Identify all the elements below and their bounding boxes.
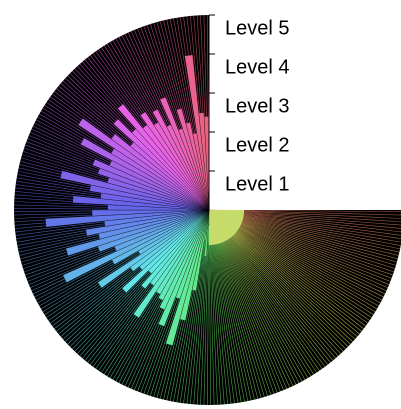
- bar: [165, 209, 210, 346]
- bar: [97, 209, 210, 289]
- guide-line: [206, 209, 210, 405]
- bar: [159, 96, 210, 211]
- bar: [152, 109, 210, 211]
- bar: [110, 133, 210, 211]
- bar: [45, 209, 210, 228]
- bar: [117, 103, 210, 211]
- bar: [176, 108, 210, 211]
- bar: [80, 137, 210, 211]
- bar: [158, 209, 210, 301]
- hub: [209, 210, 245, 246]
- bar: [140, 209, 210, 290]
- bar: [92, 159, 210, 211]
- tick-label: Level 5: [225, 17, 290, 39]
- bar: [91, 209, 210, 217]
- guide-line: [179, 209, 210, 403]
- tick-label: Level 3: [225, 95, 290, 117]
- guide-line: [183, 209, 210, 404]
- bar: [198, 112, 210, 211]
- bar: [184, 54, 210, 211]
- bar: [185, 122, 210, 211]
- bar: [158, 209, 210, 327]
- bar: [159, 209, 210, 310]
- bar: [62, 209, 210, 283]
- bar: [133, 209, 210, 319]
- tick-label: Level 2: [225, 134, 290, 156]
- guide-line: [200, 209, 210, 405]
- tick-label: Level 1: [225, 173, 290, 195]
- bar: [113, 118, 210, 211]
- bar: [121, 209, 210, 293]
- bar: [140, 111, 210, 211]
- bar: [77, 118, 210, 211]
- guide-line: [186, 209, 210, 404]
- bar: [65, 209, 210, 256]
- tick-label: Level 4: [225, 56, 290, 78]
- bar: [85, 209, 210, 237]
- guide-line: [203, 209, 210, 405]
